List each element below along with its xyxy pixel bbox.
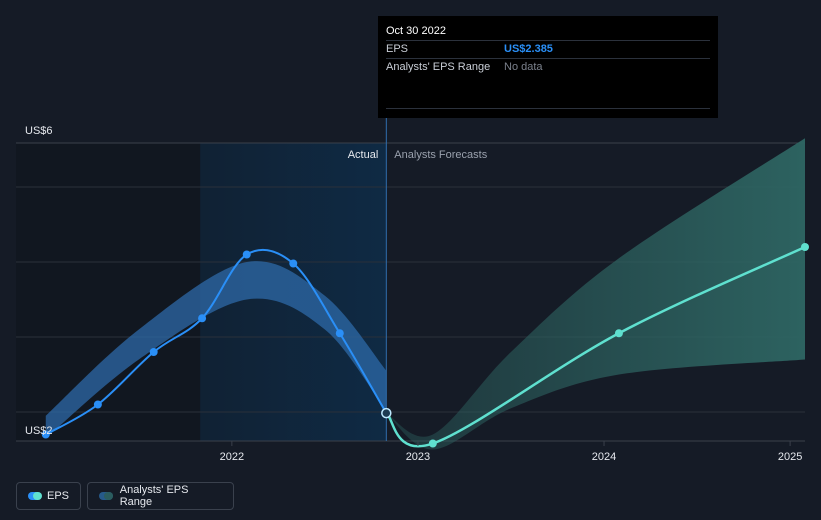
eps-actual-point [242, 250, 251, 259]
forecast-label: Analysts Forecasts [394, 149, 487, 161]
data-tooltip: Oct 30 2022 EPS US$2.385 Analysts' EPS R… [378, 16, 718, 118]
eps-forecast-point [801, 243, 809, 251]
tooltip-date: Oct 30 2022 [386, 25, 446, 37]
legend-range-label: Analysts' EPS Range [119, 484, 189, 508]
forecast-range-band [386, 138, 805, 450]
tooltip-range-label: Analysts' EPS Range [386, 61, 491, 73]
legend-eps-label: EPS [46, 490, 69, 502]
eps-actual-point [198, 314, 207, 323]
x-tick-label: 2023 [406, 451, 430, 463]
eps-actual-point [41, 430, 50, 439]
tooltip-eps-row: EPS US$2.385 [386, 40, 710, 59]
eps-actual-point [335, 329, 344, 338]
x-tick-label: 2025 [778, 451, 802, 463]
eps-actual-point [289, 259, 298, 268]
y-tick-label: US$2 [25, 425, 53, 437]
past-range-band [45, 261, 387, 439]
range-swatch-icon [99, 492, 113, 500]
eps-forecast-line [385, 245, 806, 448]
eps-forecast-point [614, 329, 623, 338]
eps-actual-point [149, 348, 158, 356]
legend-eps-toggle[interactable]: EPS [16, 482, 81, 510]
eps-selected-point [381, 407, 392, 419]
y-tick-label: US$6 [25, 125, 53, 137]
legend-range-toggle[interactable]: Analysts' EPS Range [87, 482, 234, 510]
tooltip-range-value: No data [504, 61, 543, 73]
eps-swatch-icon [28, 492, 42, 500]
eps-forecast-point [428, 439, 437, 448]
tooltip-eps-value: US$2.385 [504, 43, 553, 55]
tooltip-range-row: Analysts' EPS Range No data [386, 58, 710, 77]
x-tick-label: 2022 [220, 451, 244, 463]
tooltip-divider [386, 108, 710, 109]
x-tick-label: 2024 [592, 451, 616, 463]
actual-label: Actual [348, 149, 379, 161]
eps-actual-point [93, 400, 102, 409]
tooltip-eps-label: EPS [386, 43, 409, 55]
